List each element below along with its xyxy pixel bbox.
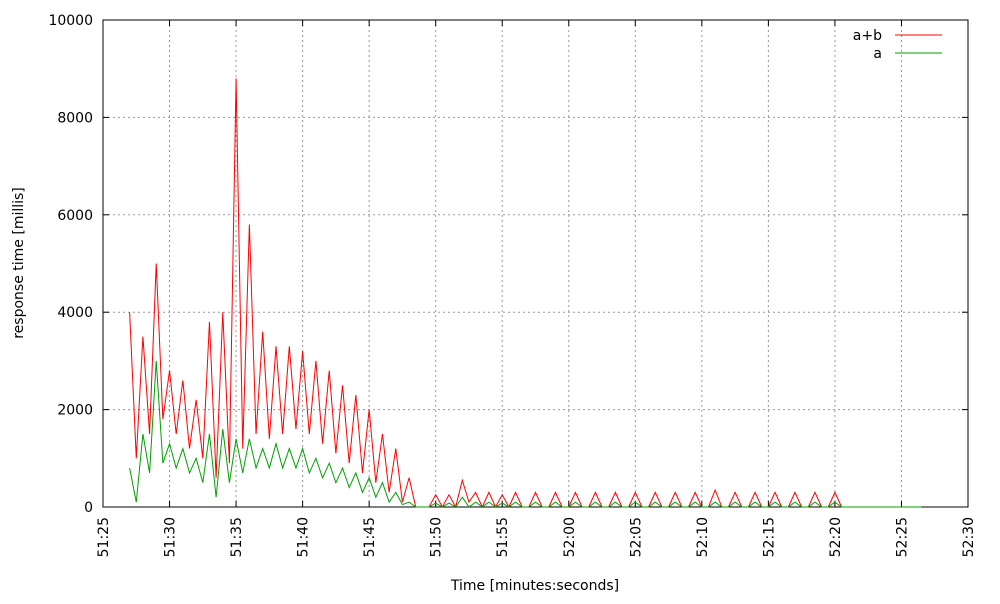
legend-label: a+b bbox=[853, 28, 882, 44]
x-tick-label: 51:25 bbox=[96, 517, 112, 557]
y-tick-label: 8000 bbox=[57, 110, 93, 126]
legend-label: a bbox=[873, 46, 882, 62]
y-tick-label: 0 bbox=[84, 500, 93, 516]
x-tick-label: 52:05 bbox=[628, 517, 644, 557]
x-tick-label: 51:50 bbox=[429, 517, 445, 557]
x-tick-label: 51:35 bbox=[229, 517, 245, 557]
y-tick-label: 6000 bbox=[57, 208, 93, 224]
plot-frame bbox=[102, 19, 969, 508]
x-tick-label: 52:30 bbox=[961, 517, 977, 557]
x-tick-label: 52:10 bbox=[695, 517, 711, 557]
y-tick-label: 2000 bbox=[57, 403, 93, 419]
x-tick-label: 51:30 bbox=[163, 517, 179, 557]
x-tick-label: 51:45 bbox=[362, 517, 378, 557]
x-tick-label: 52:15 bbox=[761, 517, 777, 557]
y-axis-label: response time [millis] bbox=[11, 187, 27, 339]
x-tick-label: 51:40 bbox=[296, 517, 312, 557]
x-tick-label: 52:00 bbox=[562, 517, 578, 557]
x-tick-label: 52:20 bbox=[828, 517, 844, 557]
y-tick-label: 4000 bbox=[57, 305, 93, 321]
x-tick-label: 52:25 bbox=[894, 517, 910, 557]
x-axis-label: Time [minutes:seconds] bbox=[450, 578, 619, 594]
y-tick-label: 10000 bbox=[48, 13, 93, 29]
data-line bbox=[129, 360, 922, 508]
x-tick-label: 51:55 bbox=[495, 517, 511, 557]
